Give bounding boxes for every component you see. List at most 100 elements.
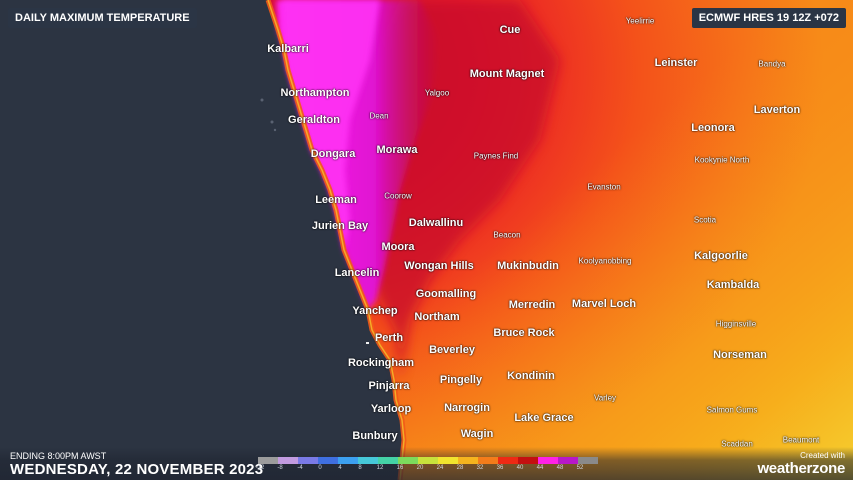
place-label: Kookynie North xyxy=(694,155,750,165)
brand-tagline: Created with xyxy=(800,451,845,460)
legend-tick: 0 xyxy=(318,465,322,471)
place-label: Wongan Hills xyxy=(404,260,474,272)
place-label: Dalwallinu xyxy=(408,217,464,229)
place-label: Jurien Bay xyxy=(311,220,369,232)
place-label: Yanchep xyxy=(352,305,398,317)
place-label: Marvel Loch xyxy=(571,298,637,310)
place-label: Morawa xyxy=(376,144,418,156)
legend-swatch xyxy=(478,457,498,464)
place-label: Beverley xyxy=(429,344,475,356)
place-label: Yarloop xyxy=(370,403,412,415)
place-label: Dongara xyxy=(310,148,356,160)
place-label: Goomalling xyxy=(415,288,477,300)
place-label: Salmon Gums xyxy=(706,405,758,415)
extreme-heat-core xyxy=(282,0,380,250)
legend-tick: 48 xyxy=(556,465,564,471)
place-label: Wagin xyxy=(460,428,494,440)
place-label: Coorow xyxy=(384,191,412,201)
place-label: Bruce Rock xyxy=(493,327,555,339)
place-label: Paynes Find xyxy=(473,151,519,161)
legend-tick: 8 xyxy=(358,465,362,471)
legend-tick: 4 xyxy=(338,465,342,471)
place-label: Geraldton xyxy=(288,114,340,126)
legend-swatch xyxy=(278,457,298,464)
place-label: Pinjarra xyxy=(368,380,410,392)
place-label: Mount Magnet xyxy=(469,68,545,80)
place-label: Bandya xyxy=(758,59,786,69)
legend-tick: 40 xyxy=(516,465,524,471)
legend-tick: 36 xyxy=(496,465,504,471)
place-label: Lancelin xyxy=(334,267,380,279)
place-label: Koolyanobbing xyxy=(578,256,632,266)
legend-swatch xyxy=(558,457,578,464)
coastline xyxy=(267,0,405,480)
place-label: Perth xyxy=(374,332,404,344)
place-label: Beacon xyxy=(493,230,521,240)
island xyxy=(273,128,277,132)
place-label: Leonora xyxy=(691,122,735,134)
perth-marker xyxy=(366,342,369,344)
legend-ticks: -12 -8 -4 0 4 8 12 16 20 24 28 32 36 40 44 48 52 xyxy=(255,464,598,474)
place-label: Evanston xyxy=(587,182,621,192)
place-label: Northampton xyxy=(280,87,350,99)
legend-swatch xyxy=(498,457,518,464)
legend-swatch xyxy=(398,457,418,464)
place-label: Rockingham xyxy=(347,357,415,369)
legend-swatch xyxy=(438,457,458,464)
place-label: Norseman xyxy=(713,349,767,361)
place-label: Dean xyxy=(369,111,389,121)
brand-logo: Created with weatherzone xyxy=(757,451,845,477)
place-label: Kalgoorlie xyxy=(694,250,748,262)
legend-swatch xyxy=(378,457,398,464)
map-title-badge: DAILY MAXIMUM TEMPERATURE xyxy=(8,8,197,28)
place-label: Kambalda xyxy=(706,279,760,291)
place-label: Beaumont xyxy=(782,435,820,445)
legend-tick: -12 xyxy=(255,465,265,471)
forecast-date: WEDNESDAY, 22 NOVEMBER 2023 xyxy=(10,461,264,478)
place-label: Pingelly xyxy=(439,374,483,386)
place-label: Kondinin xyxy=(507,370,555,382)
legend-swatch xyxy=(258,457,278,464)
island xyxy=(260,98,264,102)
model-run-badge: ECMWF HRES 19 12Z +072 xyxy=(691,8,846,28)
legend-swatch xyxy=(298,457,318,464)
place-label: Yeelirrie xyxy=(625,16,655,26)
legend-tick: -8 xyxy=(277,465,283,471)
legend-tick: 52 xyxy=(576,465,584,471)
legend-swatches xyxy=(258,457,598,464)
place-label: Yalgoo xyxy=(424,88,450,98)
legend-tick: -4 xyxy=(297,465,303,471)
legend-swatch xyxy=(578,457,598,464)
place-label: Leinster xyxy=(654,57,698,69)
legend-swatch xyxy=(458,457,478,464)
legend-tick: 16 xyxy=(396,465,404,471)
place-label: Leeman xyxy=(315,194,357,206)
place-label: Northam xyxy=(414,311,460,323)
place-label: Varley xyxy=(593,393,617,403)
legend-tick: 44 xyxy=(536,465,544,471)
place-label: Cue xyxy=(499,24,521,36)
model-run: ECMWF HRES 19 12Z +072 xyxy=(698,12,839,24)
legend-tick: 32 xyxy=(476,465,484,471)
forecast-ending: ENDING 8:00PM AWST xyxy=(10,451,107,461)
brand-name: weatherzone xyxy=(757,460,845,477)
legend-tick: 24 xyxy=(436,465,444,471)
legend-swatch xyxy=(538,457,558,464)
map-title: DAILY MAXIMUM TEMPERATURE xyxy=(15,12,190,24)
place-label: Moora xyxy=(381,241,415,253)
legend-swatch xyxy=(418,457,438,464)
place-label: Scaddan xyxy=(721,439,753,449)
place-label: Higginsville xyxy=(715,319,757,329)
place-label: Scotia xyxy=(693,215,717,225)
legend-swatch xyxy=(338,457,358,464)
legend-swatch xyxy=(318,457,338,464)
legend-tick: 20 xyxy=(416,465,424,471)
legend-tick: 28 xyxy=(456,465,464,471)
legend-swatch xyxy=(358,457,378,464)
island xyxy=(270,120,274,124)
place-label: Laverton xyxy=(753,104,801,116)
place-label: Mukinbudin xyxy=(497,260,559,272)
place-label: Merredin xyxy=(508,299,556,311)
place-label: Bunbury xyxy=(352,430,398,442)
